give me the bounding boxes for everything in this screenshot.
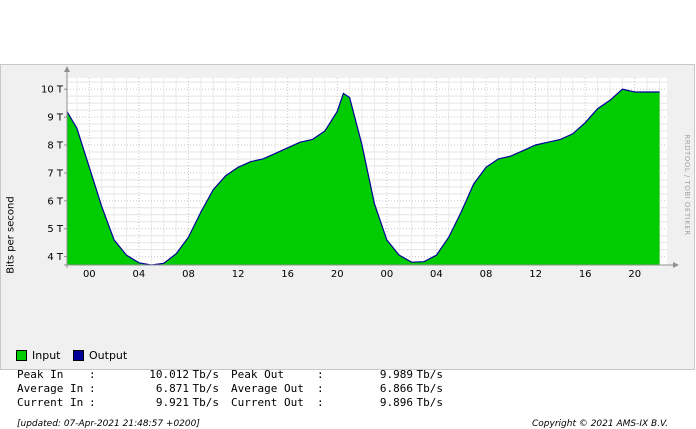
separator: : bbox=[317, 382, 324, 395]
stats-row-current: Current In : 9.921 Tb/s Current Out : 9.… bbox=[17, 396, 443, 410]
separator: : bbox=[89, 396, 96, 409]
unit: Tb/s bbox=[192, 396, 220, 409]
output-line bbox=[66, 88, 660, 266]
x-tick-labels: 00 04 08 12 16 20 00 04 08 12 16 20 bbox=[83, 269, 641, 280]
y-tick-label: 10 T bbox=[41, 85, 64, 96]
stats-row-average: Average In : 6.871 Tb/s Average Out : 6.… bbox=[17, 382, 443, 396]
x-tick-label: 20 bbox=[331, 269, 344, 280]
current-in-value: 9.921 bbox=[155, 396, 189, 409]
unit: Tb/s bbox=[416, 382, 444, 395]
current-out-value: 9.896 bbox=[379, 396, 413, 409]
updated-timestamp: [updated: 07-Apr-2021 21:48:57 +0200] bbox=[17, 419, 200, 429]
y-tick-label: 9 T bbox=[47, 113, 64, 124]
x-tick-label: 08 bbox=[480, 269, 493, 280]
peak-in-label: Peak In bbox=[17, 368, 64, 381]
legend-output: Output bbox=[73, 349, 127, 362]
unit: Tb/s bbox=[192, 382, 220, 395]
y-tick-label: 8 T bbox=[47, 140, 64, 151]
unit: Tb/s bbox=[416, 368, 444, 381]
average-out-value: 6.866 bbox=[379, 382, 413, 395]
peak-out-label: Peak Out bbox=[231, 368, 284, 381]
average-out-label: Average Out bbox=[231, 382, 304, 395]
legend-input-swatch bbox=[16, 350, 27, 361]
y-tick-label: 6 T bbox=[47, 196, 64, 207]
legend-input-label: Input bbox=[32, 349, 61, 362]
y-axis-arrow bbox=[64, 66, 70, 72]
x-tick-label: 04 bbox=[430, 269, 443, 280]
average-in-value: 6.871 bbox=[155, 382, 189, 395]
x-tick-label: 00 bbox=[83, 269, 96, 280]
unit: Tb/s bbox=[416, 396, 444, 409]
traffic-chart: 4 T5 T6 T7 T8 T9 T10 T 00 04 08 12 16 20 00 04 0… bbox=[41, 66, 679, 280]
y-axis-title: Bits per second bbox=[5, 196, 17, 274]
stats-block: Peak In : 10.012 Tb/s Peak Out : 9.989 T… bbox=[17, 368, 443, 410]
x-tick-label: 04 bbox=[133, 269, 146, 280]
x-tick-label: 16 bbox=[579, 269, 592, 280]
y-tick-label: 4 T bbox=[47, 252, 64, 263]
x-tick-label: 08 bbox=[182, 269, 195, 280]
y-tick-label: 7 T bbox=[47, 168, 64, 179]
legend-output-label: Output bbox=[89, 349, 128, 362]
separator: : bbox=[317, 396, 324, 409]
x-tick-label: 00 bbox=[380, 269, 393, 280]
y-tick-label: 5 T bbox=[47, 224, 64, 235]
current-out-label: Current Out bbox=[231, 396, 304, 409]
x-tick-label: 20 bbox=[628, 269, 641, 280]
input-area bbox=[67, 89, 660, 265]
rrdtool-watermark: RRDTOOL / TOBI OETIKER bbox=[683, 134, 691, 236]
x-axis-arrow bbox=[673, 262, 679, 268]
legend-input: Input bbox=[16, 349, 60, 362]
copyright-notice: Copyright © 2021 AMS-IX B.V. bbox=[532, 419, 669, 429]
stats-row-peak: Peak In : 10.012 Tb/s Peak Out : 9.989 T… bbox=[17, 368, 443, 382]
separator: : bbox=[89, 368, 96, 381]
separator: : bbox=[89, 382, 96, 395]
peak-out-value: 9.989 bbox=[379, 368, 413, 381]
peak-in-value: 10.012 bbox=[149, 368, 189, 381]
current-in-label: Current In bbox=[17, 396, 84, 409]
y-tick-labels: 4 T 5 T 6 T 7 T 8 T 9 T 10 T bbox=[41, 85, 67, 263]
average-in-label: Average In bbox=[17, 382, 84, 395]
legend-output-swatch bbox=[73, 350, 84, 361]
axes bbox=[64, 66, 679, 268]
x-tick-label: 12 bbox=[232, 269, 245, 280]
separator: : bbox=[317, 368, 324, 381]
x-tick-label: 16 bbox=[281, 269, 294, 280]
unit: Tb/s bbox=[192, 368, 220, 381]
x-tick-label: 12 bbox=[529, 269, 542, 280]
